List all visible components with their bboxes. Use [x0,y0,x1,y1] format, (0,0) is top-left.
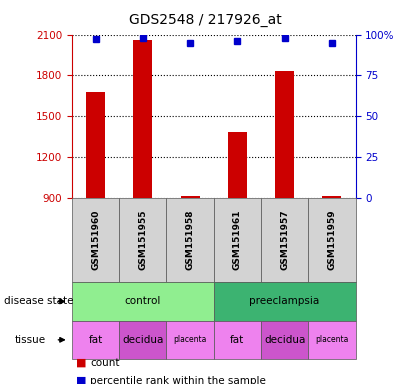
Text: GDS2548 / 217926_at: GDS2548 / 217926_at [129,13,282,27]
Text: count: count [90,358,120,368]
Text: GSM151960: GSM151960 [91,210,100,270]
Text: percentile rank within the sample: percentile rank within the sample [90,376,266,384]
Text: placenta: placenta [173,335,207,344]
Bar [86,92,105,198]
Text: decidua: decidua [122,335,164,345]
Text: decidua: decidua [264,335,305,345]
Text: fat: fat [230,335,245,345]
Text: GSM151961: GSM151961 [233,210,242,270]
Bar [275,71,294,198]
Text: ■: ■ [76,358,87,368]
Text: GSM151955: GSM151955 [139,210,147,270]
Text: preeclampsia: preeclampsia [249,296,320,306]
Bar [322,196,341,198]
Text: ■: ■ [76,376,87,384]
Text: tissue: tissue [14,335,46,345]
Text: GSM151957: GSM151957 [280,210,289,270]
Text: placenta: placenta [315,335,349,344]
Text: fat: fat [88,335,103,345]
Bar [133,40,152,198]
Bar [228,132,247,198]
Text: GSM151959: GSM151959 [328,210,336,270]
Text: GSM151958: GSM151958 [186,210,194,270]
Text: disease state: disease state [4,296,74,306]
Bar [180,196,199,198]
Text: control: control [125,296,161,306]
